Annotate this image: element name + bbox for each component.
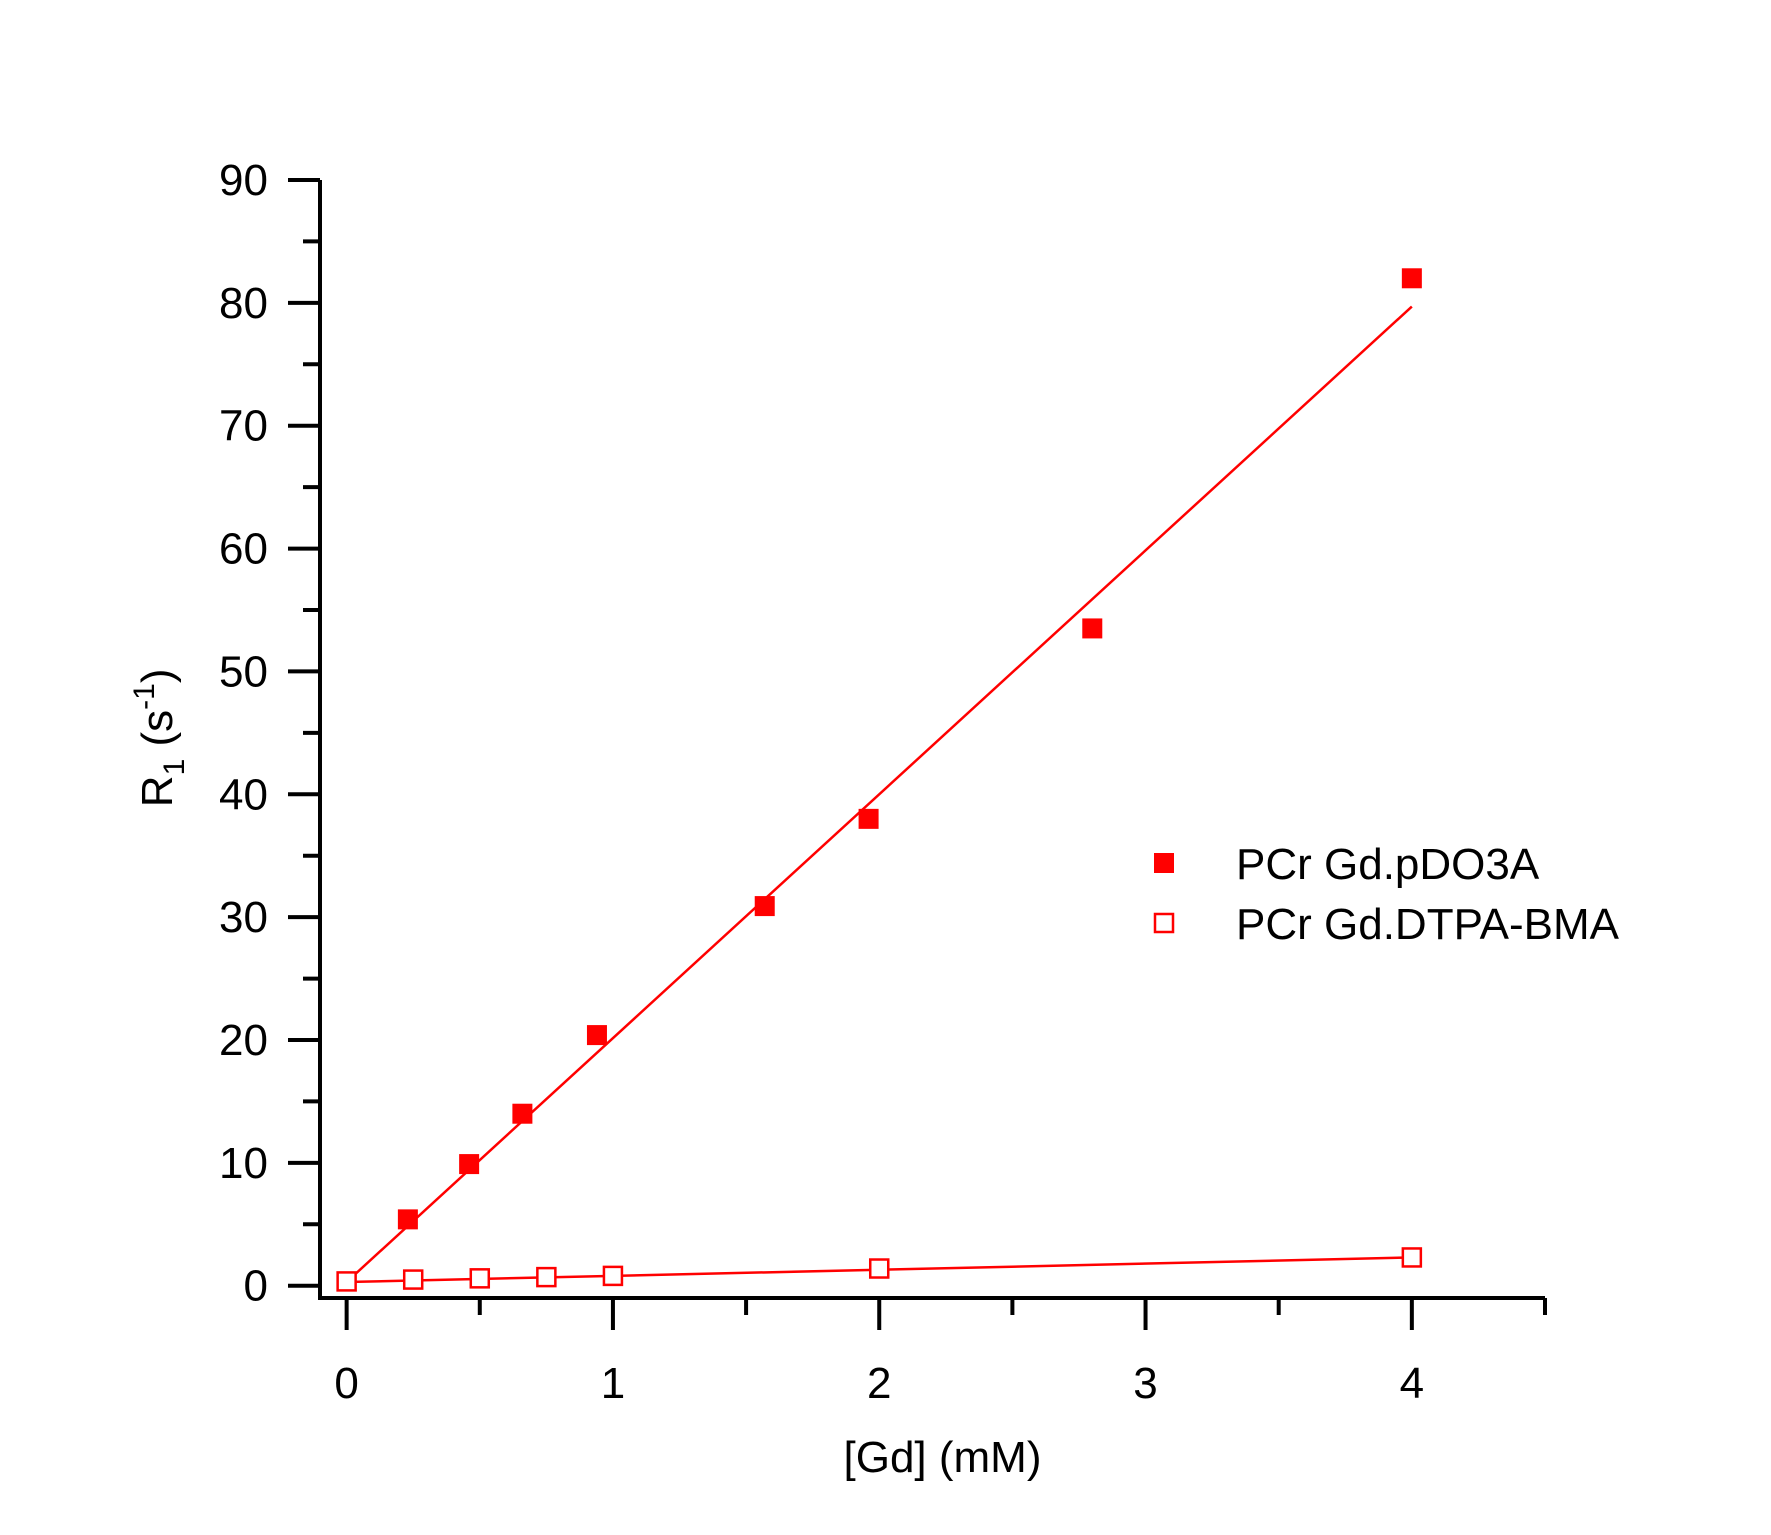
fit-lines [346, 305, 1413, 1284]
x-tick-label: 0 [334, 1359, 358, 1408]
legend-label: PCr Gd.DTPA-BMA [1236, 900, 1620, 949]
y-label-unit-open: (s [133, 710, 182, 759]
legend-marker-open-square [1153, 912, 1175, 934]
x-ticks: 0 1 2 3 4 [334, 1298, 1547, 1408]
legend-label: PCr Gd.pDO3A [1236, 840, 1540, 889]
y-tick-label: 30 [219, 893, 268, 942]
y-tick-label: 90 [219, 156, 268, 205]
legend: PCr Gd.pDO3A PCr Gd.DTPA-BMA [1153, 840, 1620, 949]
axes [318, 180, 1545, 1300]
y-tick-label: 50 [219, 647, 268, 696]
y-tick-label: 70 [219, 402, 268, 451]
data-point-filled-square [459, 1154, 480, 1175]
y-ticks: 0 10 20 30 40 50 60 70 80 90 [219, 156, 320, 1311]
data-point-open-square [602, 1265, 624, 1287]
data-point-filled-square [1401, 268, 1422, 289]
x-tick-label: 1 [601, 1359, 625, 1408]
data-point-filled-square [858, 808, 879, 829]
y-tick-label: 60 [219, 525, 268, 574]
y-label-unit-close: ) [133, 669, 182, 684]
data-point-filled-square [586, 1025, 607, 1046]
y-axis-label: R1 (s-1) [128, 669, 191, 808]
x-axis-label: [Gd] (mM) [844, 1433, 1042, 1482]
y-tick-label: 20 [219, 1016, 268, 1065]
data-point-open-square [336, 1271, 357, 1292]
y-label-main: R [133, 775, 182, 807]
data-point-filled-square [754, 896, 775, 917]
data-point-open-square [402, 1269, 424, 1290]
y-tick-label: 40 [219, 770, 268, 819]
data-point-filled-square [1082, 618, 1103, 639]
y-label-sub: 1 [158, 759, 191, 776]
y-tick-label: 10 [219, 1139, 268, 1188]
x-tick-label: 4 [1400, 1359, 1424, 1408]
data-point-open-square [469, 1268, 491, 1289]
fit-line [351, 305, 1413, 1279]
y-tick-label: 0 [244, 1262, 268, 1311]
y-label-unit-sup: -1 [128, 683, 161, 710]
data-point-open-square [1401, 1247, 1423, 1268]
x-tick-label: 3 [1133, 1359, 1157, 1408]
data-point-filled-square [512, 1103, 533, 1124]
data-markers [336, 268, 1423, 1292]
data-point-filled-square [397, 1209, 418, 1230]
data-point-open-square [868, 1258, 890, 1279]
legend-marker-filled-square [1154, 853, 1174, 873]
data-point-open-square [536, 1266, 557, 1288]
y-tick-label: 80 [219, 279, 268, 328]
x-tick-label: 2 [867, 1359, 891, 1408]
